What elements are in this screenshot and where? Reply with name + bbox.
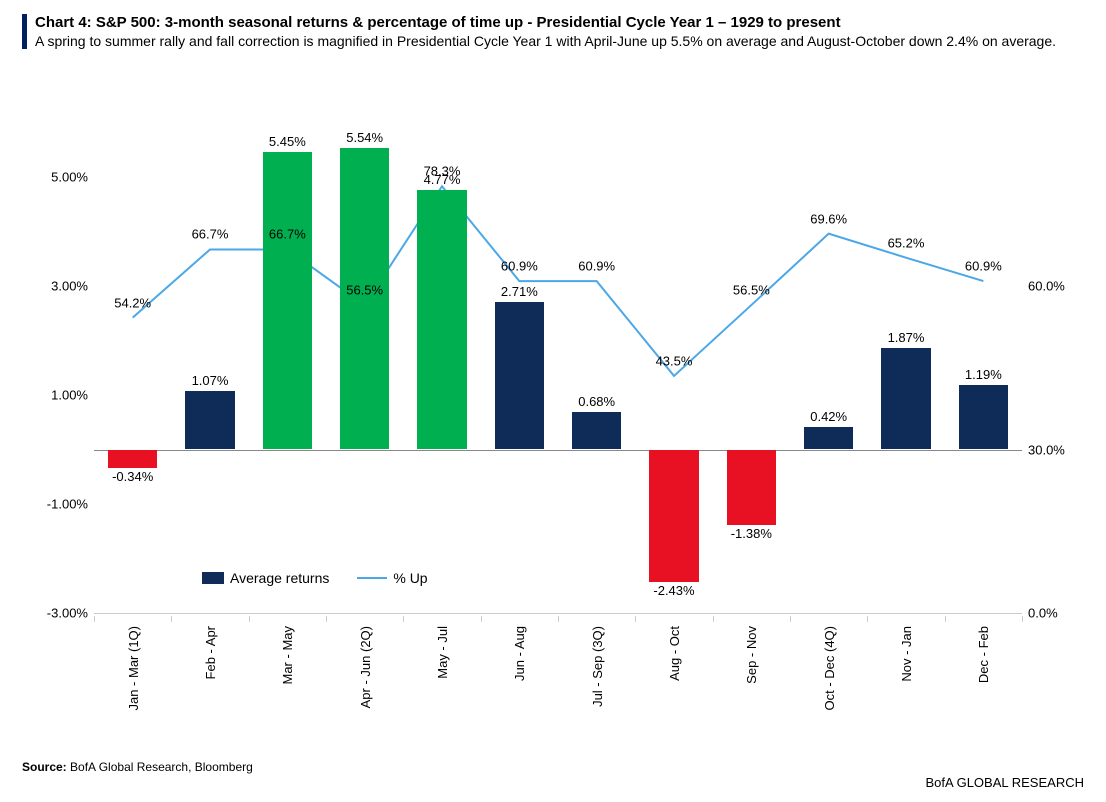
x-axis-label: Jul - Sep (3Q) (590, 626, 605, 707)
y-right-tick: 30.0% (1022, 442, 1078, 457)
bar-column: 1.07%66.7% (171, 68, 248, 613)
x-tick-line (1022, 616, 1023, 622)
bar-column: 2.71%60.9% (481, 68, 558, 613)
bar (185, 391, 234, 449)
x-axis-label: Oct - Dec (4Q) (822, 626, 837, 711)
bar-column: 1.19%60.9% (945, 68, 1022, 613)
bar (649, 450, 698, 582)
y-right-tick: 0.0% (1022, 606, 1078, 621)
x-tick-line (713, 616, 714, 622)
x-axis-label: Feb - Apr (203, 626, 218, 679)
y-left-tick: -1.00% (28, 497, 94, 512)
x-tick-line (326, 616, 327, 622)
bar-column: -2.43%43.5% (635, 68, 712, 613)
bar (340, 148, 389, 450)
bar-value-label: 1.19% (937, 367, 1030, 382)
chart-subtitle: A spring to summer rally and fall correc… (35, 33, 1056, 49)
bar-value-label: 0.42% (782, 409, 875, 424)
bar (263, 152, 312, 449)
bar (881, 348, 930, 450)
x-tick-line (481, 616, 482, 622)
bar (572, 412, 621, 449)
chart-header: Chart 4: S&P 500: 3-month seasonal retur… (22, 14, 1084, 49)
x-tick-line (249, 616, 250, 622)
x-tick-line (403, 616, 404, 622)
bar-column: 4.77%78.3% (403, 68, 480, 613)
accent-bar (22, 14, 27, 49)
source-note: Source: BofA Global Research, Bloomberg (22, 760, 253, 774)
x-axis-label: Sep - Nov (744, 626, 759, 684)
chart-area: -3.00% -1.00% 1.00% 3.00% 5.00% 0.0% 30.0% 60.0… (22, 60, 1084, 742)
bar-value-label: -1.38% (705, 526, 798, 541)
bar-value-label: 1.07% (164, 373, 257, 388)
x-axis-label: Nov - Jan (899, 626, 914, 682)
bar-column: 5.54%56.5% (326, 68, 403, 613)
x-axis-label: Aug - Oct (667, 626, 682, 681)
legend-swatch-line (357, 577, 387, 579)
x-tick-line (867, 616, 868, 622)
x-axis-label: Jun - Aug (512, 626, 527, 681)
bar (495, 302, 544, 450)
x-axis-label: Jan - Mar (1Q) (126, 626, 141, 711)
bar (417, 190, 466, 450)
x-tick-line (558, 616, 559, 622)
bar-value-label: 0.68% (550, 394, 643, 409)
x-axis-label: Mar - May (280, 626, 295, 685)
bar (804, 427, 853, 450)
legend-swatch-bar (202, 572, 224, 584)
bar-value-label: 2.71% (473, 284, 566, 299)
bar-column: 5.45%66.7% (249, 68, 326, 613)
legend-label-line: % Up (393, 570, 427, 586)
legend-label-bars: Average returns (230, 570, 329, 586)
bar (959, 385, 1008, 450)
bar-column: 0.42%69.6% (790, 68, 867, 613)
x-tick-line (171, 616, 172, 622)
x-tick-line (94, 616, 95, 622)
bar-value-label: -0.34% (86, 469, 179, 484)
line-value-label: 60.9% (929, 259, 1037, 274)
x-axis-label: May - Jul (435, 626, 450, 679)
chart-title: Chart 4: S&P 500: 3-month seasonal retur… (35, 14, 1056, 31)
x-tick-line (945, 616, 946, 622)
bar-value-label: -2.43% (628, 583, 721, 598)
brand-attribution: BofA GLOBAL RESEARCH (926, 775, 1084, 790)
bar-column: -0.34%54.2% (94, 68, 171, 613)
source-label: Source: (22, 760, 67, 774)
legend-item-line: % Up (357, 570, 427, 586)
chart-legend: Average returns % Up (202, 570, 428, 586)
x-axis-label: Apr - Jun (2Q) (358, 626, 373, 708)
source-text: BofA Global Research, Bloomberg (70, 760, 253, 774)
bar-column: 1.87%65.2% (867, 68, 944, 613)
y-left-tick: -3.00% (28, 606, 94, 621)
y-left-tick: 1.00% (28, 388, 94, 403)
bar-value-label: 5.54% (318, 130, 411, 145)
x-axis-label: Dec - Feb (976, 626, 991, 683)
bar (727, 450, 776, 525)
y-right-tick: 60.0% (1022, 279, 1078, 294)
bar (108, 450, 157, 469)
bar-column: 0.68%60.9% (558, 68, 635, 613)
bar-column: -1.38%56.5% (713, 68, 790, 613)
plot-region: -3.00%-1.00%1.00%3.00%5.00%0.0%30.0%60.0… (94, 68, 1022, 614)
y-left-tick: 5.00% (28, 170, 94, 185)
x-axis-labels: Jan - Mar (1Q) Feb - Apr Mar - May Apr - Ju… (94, 616, 1022, 724)
legend-item-bars: Average returns (202, 570, 329, 586)
x-tick-line (790, 616, 791, 622)
bar-value-label: 1.87% (860, 330, 953, 345)
x-tick-line (635, 616, 636, 622)
y-left-tick: 3.00% (28, 279, 94, 294)
